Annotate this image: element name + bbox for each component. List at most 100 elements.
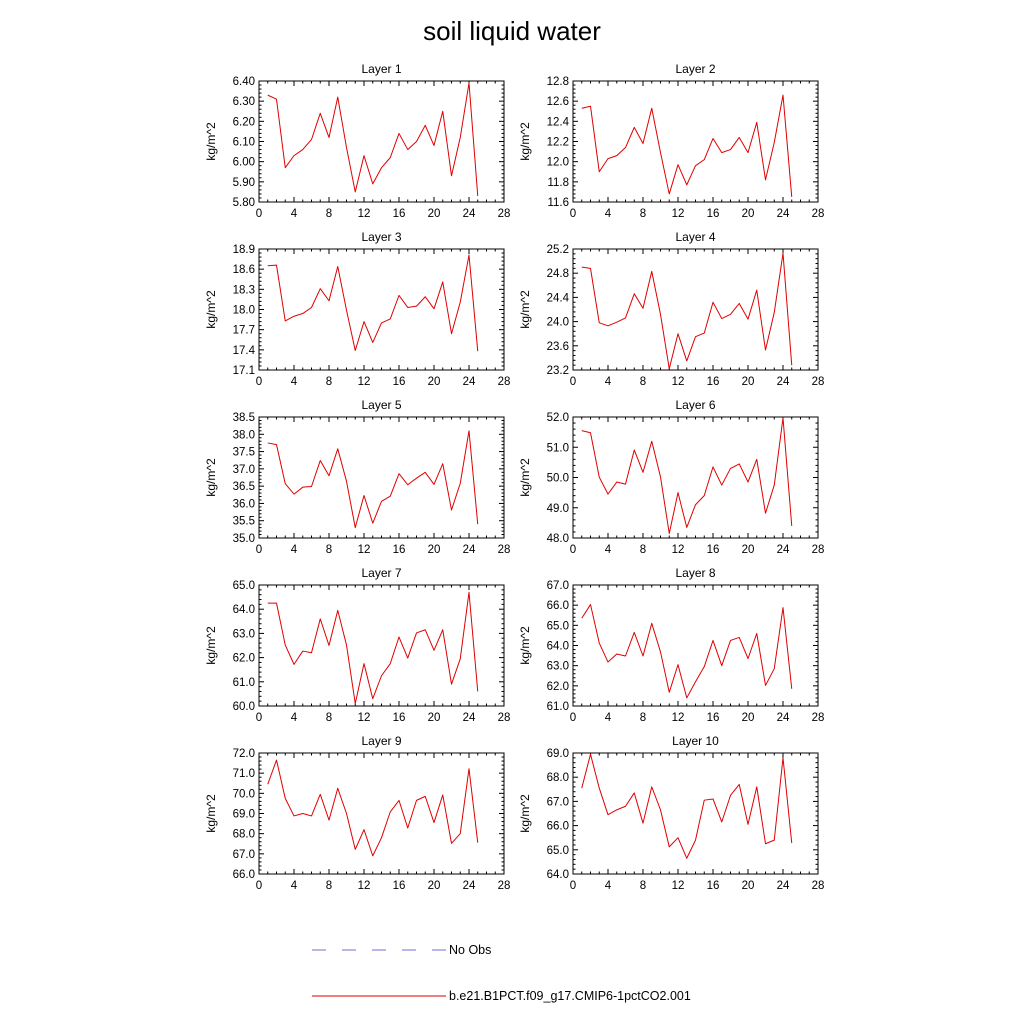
y-tick-label: 61.0 <box>547 701 569 713</box>
y-tick-label: 5.90 <box>233 177 255 189</box>
x-tick-label: 8 <box>640 208 646 220</box>
y-tick-label: 67.0 <box>547 796 569 808</box>
y-tick-label: 37.5 <box>233 447 255 459</box>
x-tick-label: 8 <box>640 376 646 388</box>
x-tick-label: 4 <box>291 208 298 220</box>
x-tick-label: 28 <box>812 208 825 220</box>
y-tick-label: 48.0 <box>547 533 569 545</box>
series-line-1 <box>581 417 793 534</box>
y-tick-label: 38.5 <box>233 412 255 424</box>
y-axis-label: kg/m^2 <box>204 458 218 497</box>
x-tick-label: 4 <box>605 544 612 556</box>
series-line-1 <box>267 759 479 857</box>
y-tick-label: 67.0 <box>233 849 255 861</box>
y-tick-label: 71.0 <box>233 768 255 780</box>
x-tick-label: 28 <box>498 712 511 724</box>
y-tick-label: 52.0 <box>547 412 569 424</box>
y-tick-label: 12.8 <box>547 76 569 88</box>
y-tick-label: 68.0 <box>547 772 569 784</box>
y-tick-label: 24.8 <box>547 268 569 280</box>
x-tick-label: 0 <box>570 712 576 724</box>
panel-6: Layer 6 0 4 8 12 16 20 24 28 48.0 49.0 50.0 51.0 52.0… <box>518 398 824 556</box>
x-tick-label: 0 <box>256 208 262 220</box>
y-tick-label: 18.3 <box>233 284 255 296</box>
x-tick-label: 20 <box>428 880 441 892</box>
y-tick-label: 35.0 <box>233 533 255 545</box>
y-tick-label: 64.0 <box>233 604 255 616</box>
x-tick-label: 16 <box>393 208 406 220</box>
y-axis-label: kg/m^2 <box>204 794 218 833</box>
x-tick-label: 16 <box>707 544 720 556</box>
panel-8: Layer 8 0 4 8 12 16 20 24 28 61.0 62.0 63.0 64.0 65.0… <box>518 566 824 724</box>
y-tick-label: 6.00 <box>233 157 255 169</box>
panel-title: Layer 9 <box>361 734 401 748</box>
x-tick-label: 12 <box>358 544 371 556</box>
y-tick-label: 62.0 <box>233 653 255 665</box>
x-tick-label: 24 <box>777 544 790 556</box>
y-tick-label: 63.0 <box>547 661 569 673</box>
x-tick-label: 28 <box>498 544 511 556</box>
y-tick-label: 69.0 <box>233 809 255 821</box>
x-tick-label: 0 <box>256 376 262 388</box>
y-tick-label: 35.5 <box>233 516 255 528</box>
panel-title: Layer 2 <box>675 62 715 76</box>
y-tick-label: 12.6 <box>547 96 569 108</box>
x-tick-label: 8 <box>640 712 646 724</box>
y-tick-label: 64.0 <box>547 641 569 653</box>
panels: Layer 10 4 8 12 16 20 24 285.805.906.006.106.20… <box>204 62 824 892</box>
x-tick-label: 24 <box>777 712 790 724</box>
x-tick-label: 0 <box>570 880 576 892</box>
y-axis-label: kg/m^2 <box>518 794 532 833</box>
y-tick-label: 66.0 <box>547 600 569 612</box>
y-tick-label: 24.0 <box>547 317 569 329</box>
x-tick-label: 12 <box>672 376 685 388</box>
x-tick-label: 16 <box>707 208 720 220</box>
x-tick-label: 8 <box>326 712 332 724</box>
y-tick-label: 6.30 <box>233 96 255 108</box>
x-tick-label: 20 <box>428 712 441 724</box>
x-tick-label: 0 <box>570 376 576 388</box>
panel-title: Layer 4 <box>675 230 715 244</box>
y-tick-label: 11.6 <box>547 197 569 209</box>
y-tick-label: 23.2 <box>547 365 569 377</box>
y-tick-label: 12.0 <box>547 157 569 169</box>
x-tick-label: 8 <box>640 880 646 892</box>
y-tick-label: 63.0 <box>233 628 255 640</box>
panel-title: Layer 1 <box>361 62 401 76</box>
x-tick-label: 28 <box>812 376 825 388</box>
x-tick-label: 24 <box>777 208 790 220</box>
panel-4: Layer 4 0 4 8 12 16 20 24 28 23.2 23.6 24.0 24.4 24.8… <box>518 230 824 388</box>
y-axis-label: kg/m^2 <box>204 122 218 161</box>
x-tick-label: 20 <box>428 208 441 220</box>
y-tick-label: 65.0 <box>233 580 255 592</box>
x-tick-label: 28 <box>812 712 825 724</box>
y-tick-label: 6.10 <box>233 137 255 149</box>
x-tick-label: 24 <box>463 544 476 556</box>
x-tick-label: 16 <box>393 376 406 388</box>
x-tick-label: 4 <box>291 712 298 724</box>
y-tick-label: 36.5 <box>233 481 255 493</box>
y-tick-label: 11.8 <box>547 177 569 189</box>
y-axis-label: kg/m^2 <box>518 290 532 329</box>
y-tick-label: 23.6 <box>547 341 569 353</box>
x-tick-label: 20 <box>428 544 441 556</box>
y-tick-label: 68.0 <box>233 829 255 841</box>
x-tick-label: 24 <box>777 376 790 388</box>
y-tick-label: 12.4 <box>547 116 570 128</box>
x-tick-label: 4 <box>605 208 612 220</box>
series-line-1 <box>581 94 793 198</box>
y-axis-label: kg/m^2 <box>518 458 532 497</box>
y-tick-label: 60.0 <box>233 701 255 713</box>
x-tick-label: 0 <box>570 544 576 556</box>
x-tick-label: 8 <box>640 544 646 556</box>
x-tick-label: 24 <box>463 376 476 388</box>
x-tick-label: 16 <box>393 544 406 556</box>
y-tick-label: 70.0 <box>233 788 255 800</box>
x-tick-label: 4 <box>291 880 298 892</box>
y-tick-label: 18.6 <box>233 264 255 276</box>
panel-title: Layer 3 <box>361 230 401 244</box>
x-tick-label: 20 <box>742 208 755 220</box>
y-tick-label: 61.0 <box>233 677 255 689</box>
series-line-1 <box>267 591 479 705</box>
